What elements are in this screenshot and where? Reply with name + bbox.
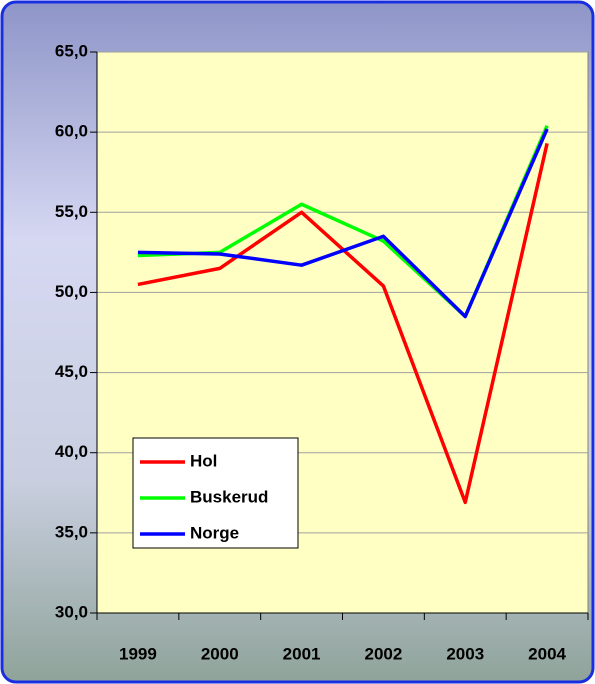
legend-label: Norge bbox=[190, 523, 239, 542]
y-tick-label: 40,0 bbox=[55, 442, 88, 461]
legend: Hol Buskerud Norge bbox=[132, 437, 299, 549]
y-tick-label: 60,0 bbox=[55, 122, 88, 141]
x-tick-label: 2002 bbox=[365, 644, 403, 663]
y-tick-label: 35,0 bbox=[55, 522, 88, 541]
y-tick-label: 65,0 bbox=[55, 41, 88, 60]
legend-label: Hol bbox=[190, 451, 217, 470]
y-tick-label: 45,0 bbox=[55, 362, 88, 381]
legend-box bbox=[132, 437, 299, 549]
series-line bbox=[137, 128, 549, 319]
x-tick-label: 2000 bbox=[201, 644, 239, 663]
y-tick-label: 30,0 bbox=[55, 602, 88, 621]
x-tick-label: 2004 bbox=[528, 644, 566, 663]
y-tick-label: 55,0 bbox=[55, 202, 88, 221]
y-tick-label: 50,0 bbox=[55, 282, 88, 301]
x-tick-label: 1999 bbox=[119, 644, 157, 663]
legend-label: Buskerud bbox=[190, 487, 268, 506]
x-tick-label: 2003 bbox=[446, 644, 484, 663]
x-tick-label: 2001 bbox=[283, 644, 321, 663]
